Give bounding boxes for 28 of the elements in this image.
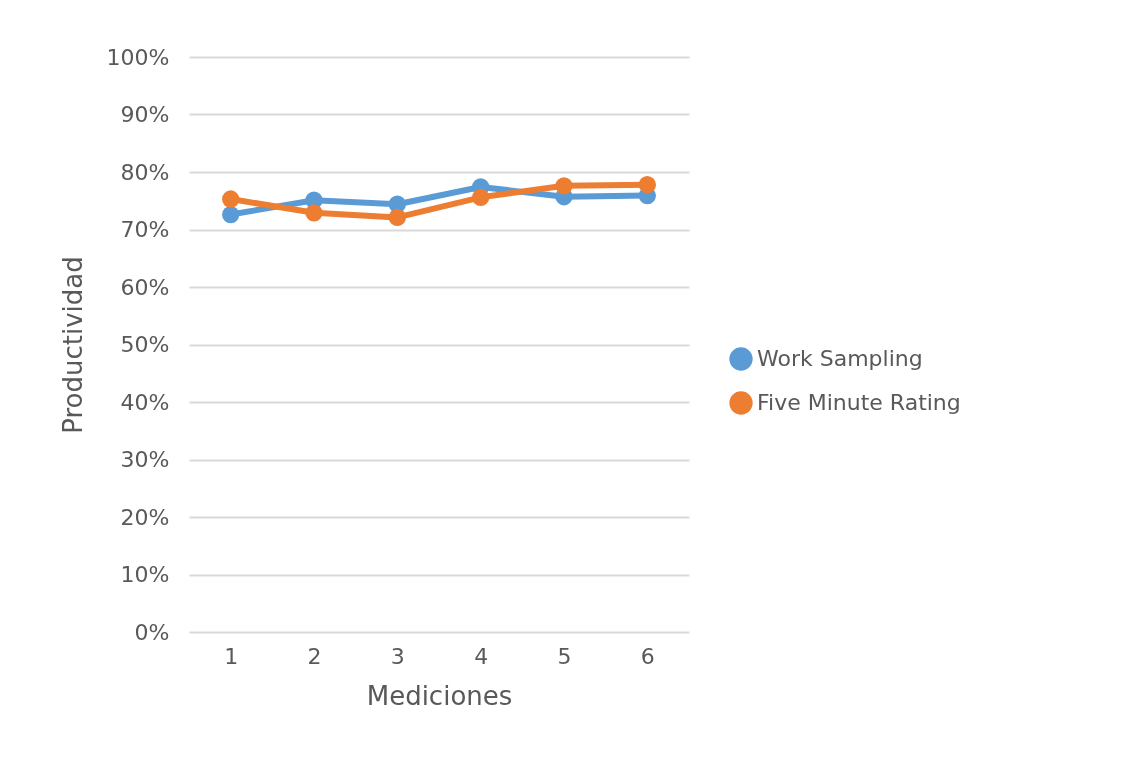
y-tick-label: 60% <box>120 274 170 300</box>
y-tick-label: 100% <box>106 44 170 70</box>
point <box>472 188 490 206</box>
point <box>638 176 656 194</box>
y-tick-label: 80% <box>120 159 170 185</box>
point <box>388 208 406 227</box>
point <box>222 190 240 208</box>
point <box>305 204 323 222</box>
y-tick-label: 50% <box>120 332 170 357</box>
point <box>555 177 573 195</box>
x-tick-label: 3 <box>390 643 405 669</box>
y-tick-label: 10% <box>120 562 170 587</box>
y-tick-label: 30% <box>120 447 170 472</box>
y-tick-label: 20% <box>120 504 170 530</box>
x-tick-label: 5 <box>557 643 572 669</box>
y-tick-label: 90% <box>120 102 170 127</box>
y-axis-title: Productividad <box>57 256 88 434</box>
x-tick-label: 1 <box>224 643 239 669</box>
x-tick-label: 2 <box>307 643 322 669</box>
x-tick-label: 6 <box>640 643 655 669</box>
point <box>222 205 240 224</box>
y-tick-label: 70% <box>120 217 170 242</box>
y-tick-label: 0% <box>134 619 170 645</box>
legend-label: Work Sampling <box>757 346 923 371</box>
y-tick-label: 40% <box>120 389 170 415</box>
legend-label: Five Minute Rating <box>757 390 961 415</box>
x-tick-label: 4 <box>474 643 489 669</box>
x-axis-title: Mediciones <box>366 680 513 711</box>
